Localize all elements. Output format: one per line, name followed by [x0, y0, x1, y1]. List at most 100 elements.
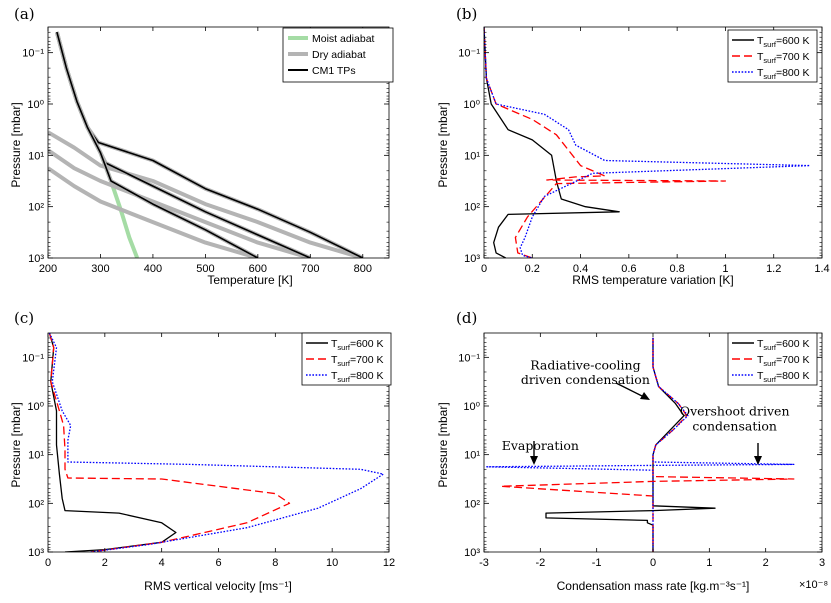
x-tick-label: 500: [196, 263, 214, 275]
panel-a-plot: 200 300 400 500 600 700 800 10⁻¹ 10⁰ 10¹ 10² 10³: [22, 26, 390, 275]
panel-d-legend: Tsurf=600 K Tsurf=700 K Tsurf=800 K: [727, 332, 818, 386]
panel-d-x-multiplier: ×10⁻⁸: [799, 579, 828, 591]
x-tick-label: -2: [535, 557, 545, 569]
legend-label-moist: Moist adiabat: [312, 33, 375, 45]
x-tick-label: 0: [45, 557, 51, 569]
series-line-c-1: [48, 333, 291, 552]
panel-d-ylabel: Pressure [mbar]: [436, 402, 450, 487]
panel-a-series: [48, 31, 364, 258]
y-tick-label: 10⁰: [27, 99, 44, 111]
panel-c: (c) RMS vertical velocity [ms⁻¹] Pressur…: [9, 309, 395, 593]
x-tick-label: 10: [326, 557, 338, 569]
legend-box: [301, 332, 392, 386]
panel-a-ylabel: Pressure [mbar]: [9, 102, 23, 187]
x-tick-label: 0.2: [525, 263, 540, 275]
y-tick-label: 10¹: [464, 150, 480, 162]
panel-b-legend: Tsurf=600 K Tsurf=700 K Tsurf=800 K: [727, 29, 818, 83]
panel-c-series: [48, 333, 384, 552]
legend-label-2: Tsurf=800 K: [757, 370, 810, 384]
legend-label-dry: Dry adiabat: [312, 49, 366, 61]
x-tick-label: 0.8: [669, 263, 684, 275]
legend-label-2: Tsurf=800 K: [331, 370, 384, 384]
panel-a-axes-box: [47, 26, 390, 259]
y-tick-label: 10⁰: [463, 99, 480, 111]
panel-b-label: (b): [456, 5, 477, 23]
y-tick-label: 10³: [464, 253, 480, 265]
panel-c-ylabel: Pressure [mbar]: [9, 402, 23, 487]
legend-label-0: Tsurf=600 K: [331, 338, 384, 352]
x-tick-label: 8: [272, 557, 278, 569]
arrowhead-evaporation: [530, 456, 538, 465]
annotation-4: condensation: [692, 418, 777, 433]
annotation-2: Evaporation: [502, 438, 579, 453]
legend-box: [727, 29, 818, 83]
x-tick-label: 3: [819, 557, 825, 569]
legend-box: [727, 332, 818, 386]
annotation-3: Overshoot driven: [680, 404, 790, 419]
legend-label-0: Tsurf=600 K: [757, 338, 810, 352]
y-tick-label: 10¹: [28, 450, 44, 462]
x-tick-label: 6: [215, 557, 221, 569]
panel-c-xlabel: RMS vertical velocity [ms⁻¹]: [144, 579, 292, 593]
x-tick-label: 1.4: [814, 263, 829, 275]
annotation-0: Radiative-cooling: [530, 358, 640, 373]
x-tick-label: 0.4: [573, 263, 588, 275]
x-tick-label: 4: [159, 557, 165, 569]
y-tick-label: 10²: [28, 202, 44, 214]
panel-d: (d) Condensation mass rate [kg.m⁻³s⁻¹] ×…: [436, 309, 828, 593]
y-tick-label: 10⁰: [463, 401, 480, 413]
legend-label-2: Tsurf=800 K: [757, 67, 810, 81]
series-line-a-6: [56, 31, 259, 258]
x-tick-label: 2: [102, 557, 108, 569]
y-tick-label: 10³: [28, 253, 44, 265]
panel-b-axes-box: [483, 26, 823, 259]
y-tick-label: 10²: [464, 202, 480, 214]
panel-d-plot: -3 -2 -1 0 1 2 3 10⁻¹ 10⁰ 10¹ 10² 10³: [458, 332, 825, 569]
legend-label-0: Tsurf=600 K: [757, 35, 810, 49]
x-tick-label: -1: [592, 557, 602, 569]
x-tick-label: 1.2: [766, 263, 781, 275]
panel-b-ylabel: Pressure [mbar]: [436, 102, 450, 187]
series-line-c-2: [48, 333, 384, 552]
panel-a-xlabel: Temperature [K]: [207, 273, 292, 287]
panel-d-arrows: [530, 382, 762, 465]
x-tick-label: 0: [650, 557, 656, 569]
y-tick-label: 10⁻¹: [458, 352, 480, 364]
panel-a-legend: Moist adiabat Dry adiabat CM1 TPs: [282, 27, 394, 83]
y-tick-label: 10⁻¹: [22, 352, 44, 364]
panel-c-legend: Tsurf=600 K Tsurf=700 K Tsurf=800 K: [301, 332, 392, 386]
arrowhead-radiative: [640, 392, 650, 400]
x-tick-label: 700: [301, 263, 319, 275]
series-line-a-2: [48, 148, 311, 258]
y-tick-label: 10¹: [28, 150, 44, 162]
y-tick-label: 10⁰: [27, 401, 44, 413]
x-tick-label: 300: [91, 263, 109, 275]
series-line-d-2: [486, 337, 795, 552]
panel-c-label: (c): [14, 309, 34, 327]
panel-d-xlabel: Condensation mass rate [kg.m⁻³s⁻¹]: [557, 579, 750, 593]
x-tick-label: 800: [354, 263, 372, 275]
x-tick-label: 0.6: [621, 263, 636, 275]
series-line-a-3: [48, 166, 259, 258]
x-tick-label: 1: [722, 263, 728, 275]
legend-label-1: Tsurf=700 K: [757, 51, 810, 65]
panel-c-plot: 0 2 4 6 8 10 12 10⁻¹ 10⁰ 10¹ 10² 10³: [22, 332, 395, 569]
legend-label-cm1: CM1 TPs: [312, 65, 356, 77]
panel-a-label: (a): [14, 5, 35, 23]
annotation-1: driven condensation: [521, 372, 650, 387]
y-tick-label: 10²: [464, 498, 480, 510]
panel-d-label: (d): [456, 309, 477, 327]
arrow-radiative: [615, 382, 647, 399]
panel-a: (a) Temperature [K] Pressure [mbar] 200 3…: [9, 5, 394, 287]
legend-label-1: Tsurf=700 K: [757, 354, 810, 368]
x-tick-label: 200: [39, 263, 57, 275]
panel-d-series: [486, 337, 795, 552]
y-tick-label: 10¹: [464, 450, 480, 462]
x-tick-label: 12: [383, 557, 395, 569]
panel-b-xlabel: RMS temperature variation [K]: [572, 273, 733, 287]
x-tick-label: 1: [706, 557, 712, 569]
panel-b: (b) RMS temperature variation [K] Pressu…: [436, 5, 830, 287]
series-line-a-1: [48, 130, 364, 258]
series-line-b-1: [484, 27, 727, 258]
